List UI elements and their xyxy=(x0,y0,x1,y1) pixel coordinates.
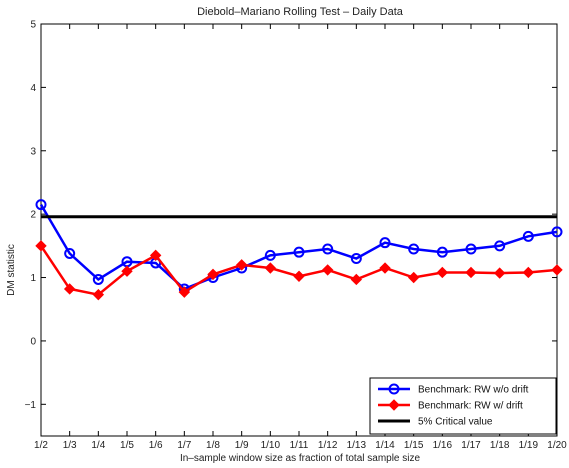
data-point xyxy=(350,253,362,265)
data-point xyxy=(207,268,219,281)
x-axis-label: In–sample window size as fraction of tot… xyxy=(180,453,421,464)
data-point xyxy=(551,226,563,238)
data-point xyxy=(35,199,47,211)
y-tick-label: 2 xyxy=(30,210,36,221)
data-point xyxy=(178,286,191,298)
data-point xyxy=(322,243,334,255)
data-point xyxy=(121,265,133,277)
x-tick-label: 1/5 xyxy=(120,440,134,451)
data-point xyxy=(64,247,76,259)
x-tick-label: 1/14 xyxy=(375,440,395,451)
legend-item-1: Benchmark: RW w/ drift xyxy=(378,399,523,412)
data-point xyxy=(293,270,305,282)
data-point xyxy=(551,264,563,276)
data-point xyxy=(522,230,534,242)
data-point xyxy=(92,288,105,301)
x-tick-label: 1/20 xyxy=(547,440,567,451)
legend-marker xyxy=(388,399,400,411)
data-point xyxy=(465,243,477,255)
data-point xyxy=(293,246,305,258)
x-tick-label: 1/18 xyxy=(490,440,510,451)
x-tick-label: 1/12 xyxy=(318,440,338,451)
y-tick-label: 5 xyxy=(30,20,36,31)
x-tick-label: 1/13 xyxy=(347,440,367,451)
legend-item-0: Benchmark: RW w/o drift xyxy=(378,383,529,396)
legend-label: Benchmark: RW w/ drift xyxy=(418,401,523,412)
legend-label: Benchmark: RW w/o drift xyxy=(418,385,529,396)
x-tick-label: 1/10 xyxy=(261,440,281,451)
x-tick-label: 1/16 xyxy=(433,440,453,451)
data-point xyxy=(92,273,104,285)
series-0 xyxy=(35,199,563,295)
data-point xyxy=(35,240,47,252)
x-tick-label: 1/3 xyxy=(63,440,77,451)
chart-title: Diebold–Mariano Rolling Test – Daily Dat… xyxy=(197,6,404,18)
data-point xyxy=(235,259,248,271)
data-point xyxy=(379,237,391,249)
series-group xyxy=(35,199,563,301)
x-tick-label: 1/6 xyxy=(149,440,163,451)
x-tick-label: 1/11 xyxy=(290,440,309,451)
x-tick-label: 1/4 xyxy=(91,440,105,451)
y-tick-label: −1 xyxy=(25,400,37,411)
y-tick-label: 1 xyxy=(30,273,36,284)
data-point xyxy=(465,266,477,279)
legend-item-2: 5% Critical value xyxy=(378,417,493,428)
y-tick-label: 3 xyxy=(30,146,36,157)
data-point xyxy=(321,264,334,276)
legend: Benchmark: RW w/o drift Benchmark: RW w/ … xyxy=(369,377,557,435)
x-tick-label: 1/19 xyxy=(519,440,539,451)
data-point xyxy=(407,271,420,284)
data-point xyxy=(493,267,506,279)
data-point xyxy=(350,273,363,286)
plot-area-border xyxy=(40,23,558,437)
data-point xyxy=(264,249,276,261)
x-tick-label: 1/8 xyxy=(206,440,220,451)
x-tick-label: 1/2 xyxy=(34,440,48,451)
data-point xyxy=(436,266,449,279)
data-point xyxy=(379,262,391,274)
series-line xyxy=(39,203,558,291)
x-tick-label: 1/7 xyxy=(177,440,191,451)
y-tick-label: 4 xyxy=(30,83,36,94)
data-point xyxy=(408,243,420,255)
y-tick-label: 0 xyxy=(30,336,36,347)
axis-ticks: 1/2 1/3 1/4 1/5 1/6 1/7 1/8 1/9 1/10 1/11 1/12 1/13… xyxy=(25,20,568,452)
x-tick-label: 1/15 xyxy=(404,440,424,451)
data-point xyxy=(63,283,76,295)
legend-label: 5% Critical value xyxy=(418,417,493,428)
data-point xyxy=(522,266,535,279)
data-point xyxy=(494,240,506,252)
plot-frame xyxy=(40,23,558,437)
series-1 xyxy=(35,240,563,301)
legend-marker xyxy=(388,383,400,395)
data-point xyxy=(149,249,162,262)
x-tick-label: 1/17 xyxy=(461,440,481,451)
data-point xyxy=(436,246,448,258)
data-point xyxy=(264,262,277,274)
y-axis-label: DM statistic xyxy=(6,244,17,296)
x-tick-label: 1/9 xyxy=(235,440,249,451)
